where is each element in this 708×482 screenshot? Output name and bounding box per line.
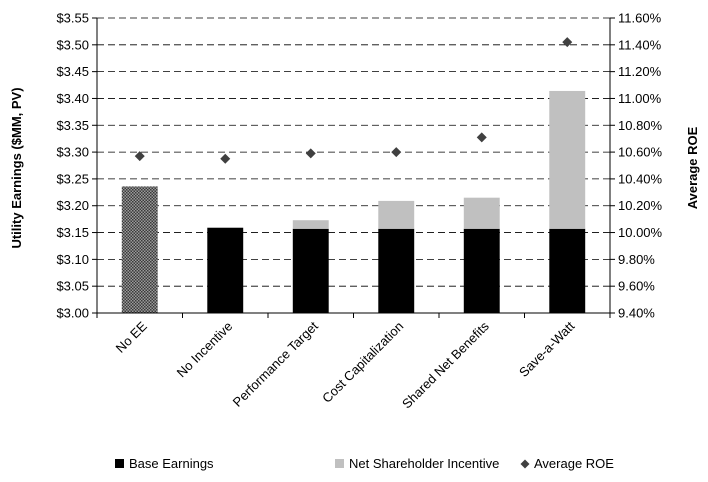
x-tick-label: No Incentive (174, 319, 236, 381)
y2-tick-label: 11.60% (618, 11, 662, 26)
bar-base-earnings (549, 228, 586, 313)
bar-net-shareholder-incentive (463, 197, 500, 229)
y2-tick-label: 11.40% (618, 37, 662, 52)
y-tick-label: $3.50 (56, 37, 89, 52)
roe-marker (476, 132, 487, 143)
legend-swatch (115, 459, 124, 468)
bar-base-earnings (378, 228, 415, 313)
y2-tick-label: 11.20% (618, 64, 662, 79)
y2-tick-label: 11.00% (618, 91, 662, 106)
legend-swatch (335, 459, 344, 468)
grid-lines (97, 17, 610, 287)
y-tick-label: $3.45 (56, 64, 89, 79)
y-tick-label: $3.20 (56, 198, 89, 213)
y-axis-title: Utility Earnings ($MM, PV) (9, 87, 24, 248)
roe-marker (562, 37, 573, 48)
y-tick-label: $3.25 (56, 171, 89, 186)
y-tick-label: $3.15 (56, 225, 89, 240)
legend-label: Average ROE (534, 456, 614, 471)
y-tick-label: $3.55 (56, 11, 89, 26)
y2-tick-label: 10.20% (618, 198, 663, 213)
y2-tick-label: 9.60% (618, 279, 655, 294)
y2-tick-label: 10.80% (618, 118, 663, 133)
axes (92, 17, 615, 318)
y2-tick-label: 10.40% (618, 171, 663, 186)
y2-tick-label: 10.00% (618, 225, 663, 240)
legend-label: Net Shareholder Incentive (349, 456, 499, 471)
y-tick-label: $3.35 (56, 118, 89, 133)
y2-tick-label: 10.60% (618, 145, 663, 160)
y-tick-label: $3.10 (56, 252, 89, 267)
roe-markers (134, 37, 573, 164)
roe-marker (220, 153, 231, 164)
roe-marker (391, 147, 402, 158)
bar-base-earnings (207, 227, 244, 313)
bar-base-earnings (121, 186, 158, 313)
legend-diamond-swatch (520, 459, 530, 469)
axis-titles: Utility Earnings ($MM, PV) Average ROE (9, 87, 700, 248)
y-tick-label: $3.05 (56, 279, 89, 294)
y-tick-label: $3.00 (56, 306, 89, 321)
y2-tick-label: 9.40% (618, 306, 655, 321)
y-tick-label: $3.40 (56, 91, 89, 106)
x-tick-label: No EE (113, 318, 150, 355)
y2-tick-label: 9.80% (618, 252, 655, 267)
bars (121, 90, 586, 313)
bar-base-earnings (463, 228, 500, 313)
x-tick-label: Cost Capitalization (319, 319, 406, 406)
roe-marker (134, 151, 145, 162)
bar-net-shareholder-incentive (378, 200, 415, 229)
x-tick-label: Shared Net Benefits (399, 318, 492, 411)
bar-base-earnings (292, 228, 329, 313)
y2-axis-title: Average ROE (685, 126, 700, 209)
legend: Base Earnings Net Shareholder Incentive Av… (115, 456, 614, 471)
bar-net-shareholder-incentive (292, 220, 329, 229)
roe-marker (305, 148, 316, 159)
x-tick-label: Performance Target (230, 318, 321, 409)
x-tick-label: Save-a-Watt (516, 318, 578, 380)
bar-net-shareholder-incentive (549, 90, 586, 229)
y-tick-label: $3.30 (56, 145, 89, 160)
legend-label: Base Earnings (129, 456, 214, 471)
